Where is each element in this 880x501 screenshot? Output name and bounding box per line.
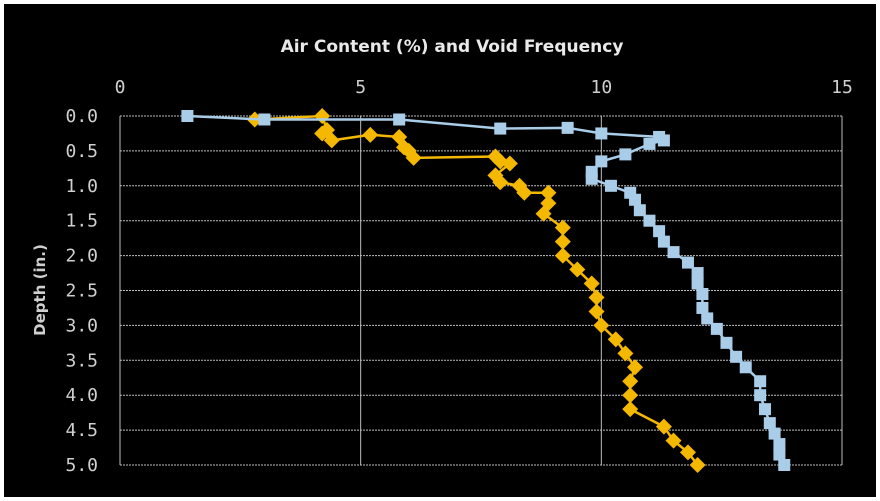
tick-labels: 0.0 0.5 1.0 1.5 2.0 2.5 3.0 3.5 4.0 4.5 5.0 0 5 10 15	[65, 77, 852, 476]
diamond-point	[593, 317, 610, 334]
diamond-point	[554, 219, 571, 236]
diamond-point	[679, 444, 696, 461]
square-point	[768, 427, 781, 440]
diamond-point	[665, 432, 682, 449]
x-tick-label: 5	[355, 77, 366, 98]
square-point	[595, 127, 608, 140]
diamond-point	[314, 125, 331, 142]
diamond-point	[516, 184, 533, 201]
y-tick-label: 0.0	[65, 106, 98, 127]
x-tick-label: 10	[590, 77, 612, 98]
diamond-point	[405, 149, 422, 166]
square-point	[667, 246, 680, 259]
square-point	[778, 459, 791, 471]
y-tick-label: 5.0	[65, 455, 98, 476]
square-point	[595, 155, 608, 168]
square-point	[773, 438, 786, 451]
x-tick-label: 15	[831, 77, 853, 98]
diamond-point	[588, 303, 605, 320]
grid-lines	[119, 115, 843, 466]
square-point	[258, 113, 271, 126]
diamond-point	[617, 345, 634, 362]
diamond-point	[583, 275, 600, 292]
square-point	[643, 137, 656, 150]
square-point	[696, 287, 709, 300]
y-tick-label: 2.5	[65, 281, 98, 302]
y-tick-label: 2.0	[65, 246, 98, 267]
diamond-point	[362, 126, 379, 143]
diamond-point	[323, 132, 340, 149]
x-tick-label: 0	[115, 77, 126, 98]
y-tick-label: 3.5	[65, 350, 98, 371]
y-tick-label: 4.0	[65, 385, 98, 406]
square-point	[494, 122, 507, 135]
diamond-point	[501, 155, 518, 172]
diamond-point	[554, 233, 571, 250]
diamond-point	[622, 373, 639, 390]
square-point	[681, 256, 694, 269]
square-point	[657, 235, 670, 248]
diamond-point	[535, 205, 552, 222]
square-point	[181, 110, 194, 122]
y-tick-label: 1.0	[65, 176, 98, 197]
square-point	[643, 214, 656, 227]
square-point	[657, 134, 670, 147]
diamond-point	[492, 174, 509, 191]
y-tick-label: 3.0	[65, 315, 98, 336]
square-point	[730, 350, 743, 363]
square-point	[696, 301, 709, 314]
diamond-point	[588, 289, 605, 306]
square-point	[773, 448, 786, 461]
diamond-point	[569, 261, 586, 278]
square-point	[754, 375, 767, 388]
diamond-point	[689, 457, 706, 473]
y-axis-label: Depth (in.)	[31, 244, 49, 336]
square-point	[758, 403, 771, 416]
diamond-point	[540, 184, 557, 201]
diamond-point	[622, 387, 639, 404]
square-point	[633, 204, 646, 217]
square-point	[754, 389, 767, 402]
square-point	[691, 277, 704, 290]
chart-title: Air Content (%) and Void Frequency	[281, 37, 624, 57]
square-point	[604, 179, 617, 192]
y-tick-label: 4.5	[65, 420, 98, 441]
square-point	[393, 113, 406, 126]
y-tick-label: 1.5	[65, 211, 98, 232]
square-point	[701, 312, 714, 325]
square-point	[585, 172, 598, 185]
diamond-point	[554, 247, 571, 264]
diamond-point	[622, 401, 639, 418]
square-point	[561, 121, 574, 134]
square-point	[710, 322, 723, 335]
square-point	[691, 267, 704, 280]
diamond-point	[607, 331, 624, 348]
diamond-point	[655, 418, 672, 435]
series-2	[181, 110, 791, 471]
square-point	[629, 193, 642, 206]
square-point	[619, 148, 632, 161]
diamond-point	[314, 108, 331, 124]
square-point	[739, 361, 752, 374]
diamond-point	[627, 359, 644, 376]
square-point	[653, 225, 666, 238]
y-tick-label: 0.5	[65, 141, 98, 162]
square-point	[763, 417, 776, 430]
square-point	[720, 336, 733, 349]
series-layer	[181, 108, 791, 473]
